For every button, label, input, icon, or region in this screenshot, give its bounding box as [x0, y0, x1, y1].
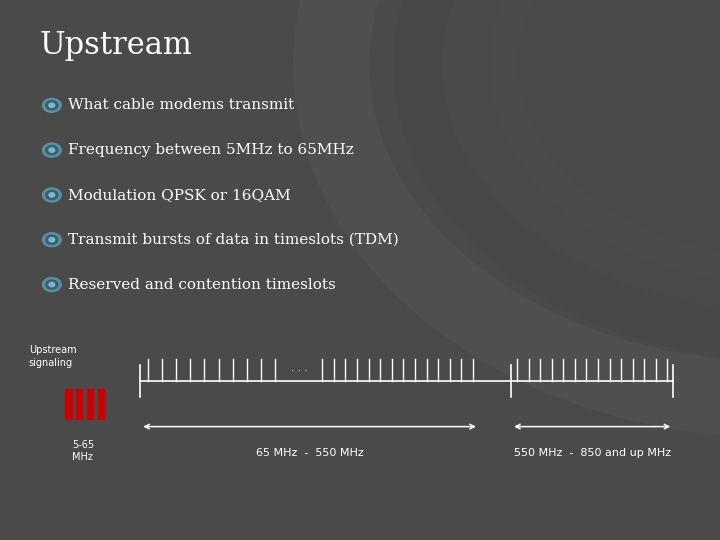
- Circle shape: [46, 235, 58, 244]
- Circle shape: [49, 148, 55, 152]
- Circle shape: [42, 233, 61, 247]
- Circle shape: [46, 280, 58, 289]
- Bar: [76, 389, 82, 419]
- Text: Upstream: Upstream: [40, 30, 192, 60]
- Text: Modulation QPSK or 16QAM: Modulation QPSK or 16QAM: [68, 188, 291, 202]
- Circle shape: [42, 143, 61, 157]
- Circle shape: [49, 282, 55, 287]
- Circle shape: [49, 238, 55, 242]
- Text: 5-65
MHz: 5-65 MHz: [72, 440, 94, 462]
- Bar: [65, 389, 71, 419]
- Text: Transmit bursts of data in timeslots (TDM): Transmit bursts of data in timeslots (TD…: [68, 233, 399, 247]
- Text: Frequency between 5MHz to 65MHz: Frequency between 5MHz to 65MHz: [68, 143, 354, 157]
- Text: 550 MHz  -  850 and up MHz: 550 MHz - 850 and up MHz: [513, 448, 671, 458]
- Circle shape: [46, 191, 58, 199]
- Circle shape: [49, 193, 55, 197]
- Circle shape: [49, 103, 55, 107]
- Circle shape: [46, 100, 58, 110]
- Circle shape: [46, 145, 58, 154]
- Text: Upstream
signaling: Upstream signaling: [29, 345, 76, 368]
- Text: 65 MHz  -  550 MHz: 65 MHz - 550 MHz: [256, 448, 364, 458]
- Circle shape: [42, 98, 61, 112]
- Bar: [98, 389, 104, 419]
- Text: Reserved and contention timeslots: Reserved and contention timeslots: [68, 278, 336, 292]
- Text: . . .: . . .: [291, 363, 307, 373]
- Circle shape: [42, 188, 61, 202]
- Text: What cable modems transmit: What cable modems transmit: [68, 98, 294, 112]
- Bar: [86, 389, 94, 419]
- Circle shape: [42, 278, 61, 292]
